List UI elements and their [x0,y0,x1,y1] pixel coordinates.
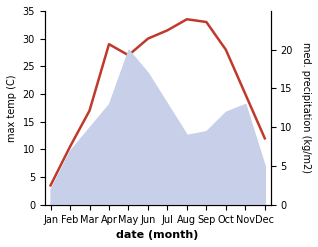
Y-axis label: med. precipitation (kg/m2): med. precipitation (kg/m2) [301,42,311,173]
X-axis label: date (month): date (month) [116,230,199,240]
Y-axis label: max temp (C): max temp (C) [7,74,17,142]
